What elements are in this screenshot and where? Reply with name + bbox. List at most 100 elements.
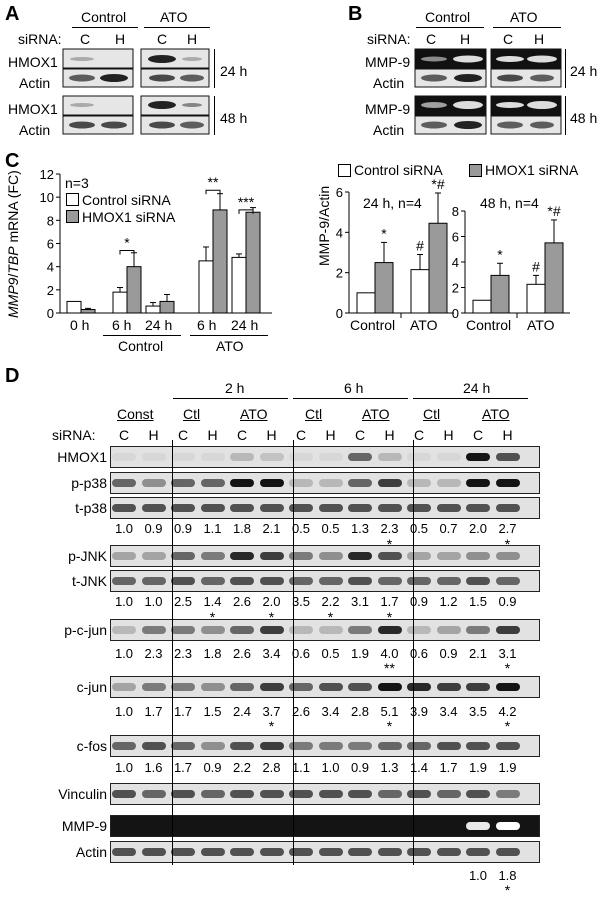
band	[407, 626, 431, 634]
band	[259, 683, 284, 691]
band	[407, 552, 431, 560]
panelC-group-ato: ATO	[216, 338, 244, 354]
band	[318, 504, 343, 512]
band	[466, 577, 490, 585]
band	[436, 683, 461, 691]
panel-label-c: C	[5, 150, 20, 172]
quant-value: 1.0	[144, 594, 163, 609]
sig-bracket	[205, 189, 221, 195]
panelD-group: ATO	[482, 406, 510, 422]
band	[289, 453, 313, 461]
band	[200, 504, 225, 512]
panelB-group-ato: ATO	[510, 9, 538, 25]
band	[436, 504, 461, 512]
quant-value: 0.9	[439, 646, 458, 661]
quant-value: 0.9	[203, 760, 222, 775]
y-tick-label: 6	[47, 237, 54, 252]
band	[259, 504, 284, 512]
band	[171, 453, 195, 461]
band	[112, 790, 136, 798]
panelD-lane-label: H	[502, 427, 513, 443]
band	[171, 577, 195, 585]
sig-star: *	[124, 234, 130, 250]
band	[318, 742, 343, 750]
band	[436, 479, 461, 487]
panelD-row-label: c-jun	[76, 679, 107, 695]
legend-swatch-control	[66, 193, 79, 206]
panelD-row-label: HMOX1	[57, 449, 107, 465]
y-tick-label: 8	[47, 213, 54, 228]
panelCR-xlabel: Control	[350, 317, 396, 333]
band	[112, 479, 136, 487]
band	[436, 552, 461, 560]
quant-value: 2.5	[173, 594, 193, 609]
bar-control	[231, 256, 247, 314]
sig-star: ***	[238, 194, 255, 210]
y-tick-label: 10	[40, 190, 54, 205]
panelD-time: 6 h	[344, 380, 364, 396]
bar-hmox1	[80, 309, 96, 314]
band	[112, 504, 136, 512]
bar-hmox1	[245, 211, 261, 314]
bar-hmox1	[490, 274, 510, 314]
panelD-row-label: p-c-jun	[64, 622, 107, 638]
panelD-lane-label: C	[237, 427, 248, 443]
quant-value: 4.0	[380, 646, 399, 661]
band	[141, 504, 166, 512]
quant-value: 1.1	[291, 760, 311, 775]
bar-control	[198, 260, 214, 314]
band	[318, 577, 343, 585]
panelB-row-label: MMP-9	[365, 54, 411, 70]
quant-value: 0.9	[144, 521, 163, 536]
blot-p-c-jun	[110, 619, 540, 641]
band	[348, 504, 372, 512]
band	[348, 453, 372, 461]
quant-value: 3.1	[350, 594, 370, 609]
y-tick-label: 6	[452, 230, 459, 245]
band	[495, 504, 520, 512]
sig-star: **	[208, 174, 219, 190]
quant-value: 2.0	[468, 521, 488, 536]
band	[466, 683, 490, 691]
quant-value: 3.9	[409, 704, 429, 719]
sig-marker: *	[381, 225, 387, 241]
panelA-time: 24 h	[220, 63, 248, 79]
band	[259, 790, 284, 798]
sig-bracket	[119, 249, 135, 255]
band	[377, 626, 402, 634]
quant-value: 1.0	[114, 760, 134, 775]
panelB-lane: H	[460, 31, 471, 47]
panelCR-right-title: 48 h, n=4	[480, 195, 539, 211]
quant-value: 3.7	[262, 704, 281, 719]
panelD-group: Ctl	[305, 406, 323, 422]
legend-swatch-hmox1	[469, 164, 482, 177]
panelD-lane-label: H	[384, 427, 395, 443]
band	[318, 683, 343, 691]
band	[436, 742, 461, 750]
band	[407, 453, 431, 461]
band	[436, 453, 461, 461]
band	[230, 504, 254, 512]
panelD-lane-label: C	[473, 427, 484, 443]
band	[141, 479, 166, 487]
band	[318, 552, 343, 560]
band	[289, 552, 313, 560]
significance-star: **	[384, 660, 395, 676]
significance-star: *	[504, 536, 511, 552]
quant-value: 1.8	[232, 521, 252, 536]
band	[230, 626, 254, 634]
quant-value: 3.4	[439, 704, 458, 719]
panelC-xlabel: 6 h	[197, 317, 217, 333]
quant-value: 0.9	[173, 521, 193, 536]
band	[200, 683, 225, 691]
quant-value: 2.1	[468, 646, 488, 661]
panelA-row-label: HMOX1	[8, 101, 58, 117]
band	[112, 453, 136, 461]
quant-value: 0.5	[409, 521, 429, 536]
panelD-lane-label: H	[207, 427, 218, 443]
y-tick-label: 2	[452, 281, 459, 296]
panelB-time: 24 h	[570, 63, 598, 79]
y-tick-label: 0	[47, 306, 54, 321]
band	[171, 504, 195, 512]
y-tick-label: 0	[336, 306, 343, 321]
